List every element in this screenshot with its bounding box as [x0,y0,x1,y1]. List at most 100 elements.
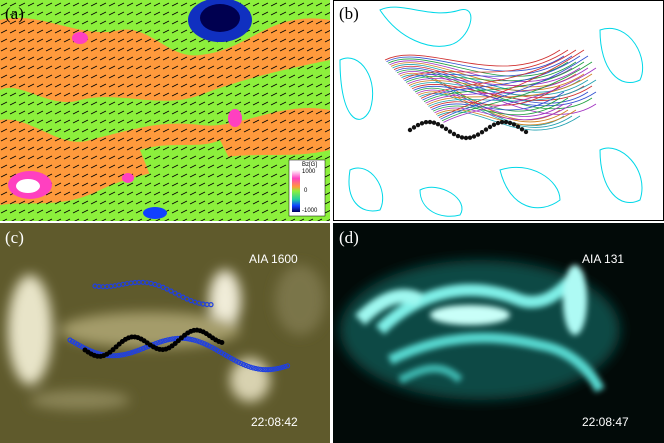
footpoint-blue [184,336,190,342]
instrument: AIA 1600 [249,252,298,266]
footpoint-blue [194,338,200,344]
footpoint-blue [152,340,159,347]
footpoint-blue [240,361,247,368]
field-line [405,61,577,83]
footpoint [411,125,417,130]
field-line [438,49,585,118]
contour [348,167,384,212]
footpoint [487,124,493,130]
footpoint-blue [116,352,122,358]
instrument: AIA 131 [582,252,624,266]
field-line [414,87,561,112]
footpoint-blue [189,337,195,343]
footpoint-blue [258,366,264,372]
positive-spot [228,109,242,127]
footpoint-blue [255,366,261,372]
footpoint-blue [282,363,288,370]
colorbar-tick: -1000 [302,208,318,214]
footpoint-blue [277,365,283,371]
positive-spot [122,173,134,183]
footpoint [455,133,461,139]
footpoint-blue [165,337,171,343]
field-line [434,103,573,121]
footpoint-blue [238,360,244,367]
footpoint-blue [157,339,164,345]
colorbar-tick: 1000 [302,169,316,175]
sunspot-core [200,4,240,32]
field-line [410,79,589,96]
footpoint-blue [180,294,186,300]
footpoint [499,119,505,125]
footpoint [415,122,421,128]
footpoint-blue [118,352,124,358]
footpoint-blue [135,347,142,353]
contours [339,6,644,217]
field-line [395,67,589,104]
footpoint [467,135,473,140]
footpoint-blue [111,353,117,359]
timestamp: 22:08:47 [582,415,629,429]
footpoint-blue [272,366,278,372]
field-line [432,97,569,116]
footpoint-blue [260,366,266,373]
footpoint-black [219,340,225,346]
footpoint-blue [164,286,170,292]
contour [379,6,472,47]
field-vectors [0,0,330,221]
footpoint-blue [187,336,193,342]
colorbar [292,170,300,212]
panel-label: (c) [5,228,24,247]
footpoint [459,135,465,140]
footpoints [67,279,291,373]
footpoint-blue [248,364,254,370]
footpoint [419,121,425,126]
positive-spot-core [16,179,40,193]
footpoint-blue [160,284,166,290]
footpoint [463,135,469,141]
footpoint [451,131,457,137]
footpoint [431,120,437,125]
footpoint-blue [184,296,190,302]
panel-label: (a) [5,4,24,23]
footpoint [515,124,521,129]
contour [419,186,463,217]
field-lines [384,49,597,141]
panel-a: Bz[G] 1000 0 -1000 (a) [0,0,330,221]
footpoint-blue [262,367,269,373]
field-line [413,85,597,107]
footpoint [483,127,489,132]
footpoint [471,134,477,139]
footpoint-blue [143,344,149,350]
field-line [441,61,593,122]
field-line [390,62,577,88]
footpoint-blue [140,345,146,351]
panel-b: (b) [333,0,664,221]
colorbar-title: Bz[G] [302,162,317,168]
footpoint-blue [168,288,174,294]
footpoint-blue [284,363,291,369]
field-line [440,55,589,120]
footpoint [503,119,509,125]
footpoint-blue [176,292,182,298]
footpoint [479,130,485,135]
footpoint-blue [123,351,129,357]
footpoint [511,122,517,127]
footpoint-blue [167,336,173,342]
field-line [417,91,569,123]
field-line [443,67,597,123]
footpoint [519,127,525,132]
loops [355,265,605,393]
panel-label: (d) [339,228,359,247]
panel-c: (c) AIA 1600 22:08:42 [0,223,330,443]
field-line [386,55,565,72]
footpoint-blue [245,363,252,370]
footpoint-blue [160,338,166,344]
contour [499,166,561,209]
footpoint [491,122,497,127]
footpoint [435,122,441,127]
footpoint-blue [265,367,271,373]
field-line [399,72,561,121]
panel-d: (d) AIA 131 22:08:47 [333,223,664,443]
